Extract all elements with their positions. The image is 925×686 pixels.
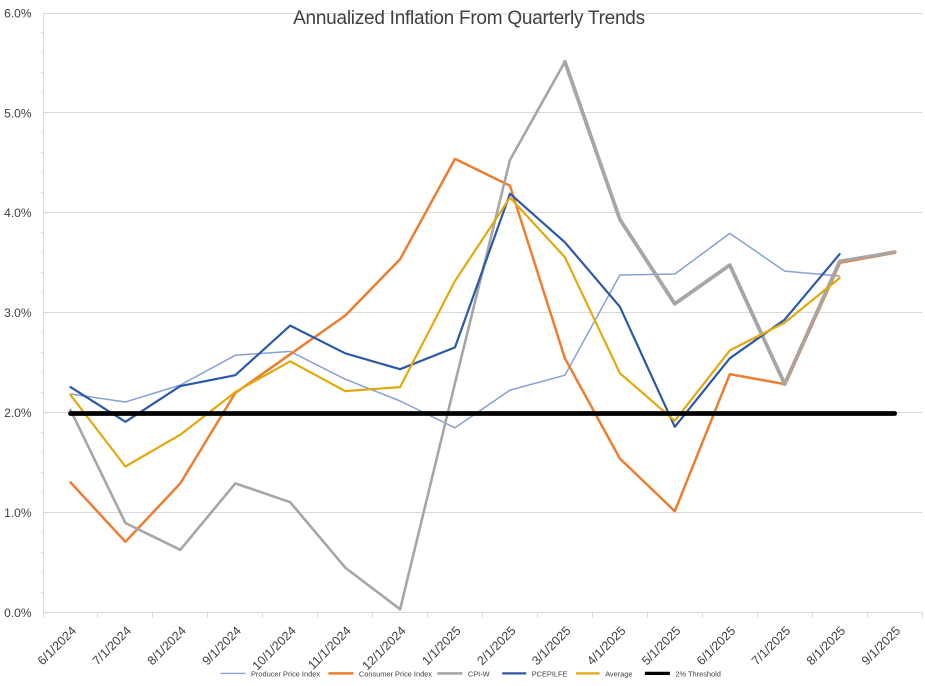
svg-text:PCEPILFE: PCEPILFE bbox=[532, 669, 568, 678]
svg-text:Average: Average bbox=[605, 669, 632, 678]
svg-text:2% Threshold: 2% Threshold bbox=[675, 669, 720, 678]
svg-text:3.0%: 3.0% bbox=[4, 306, 32, 320]
svg-text:Consumer Price Index: Consumer Price Index bbox=[359, 669, 432, 678]
svg-text:2.0%: 2.0% bbox=[4, 406, 32, 420]
svg-text:0.0%: 0.0% bbox=[4, 606, 32, 620]
svg-text:Annualized Inflation From Quar: Annualized Inflation From Quarterly Tren… bbox=[293, 8, 645, 29]
svg-text:4.0%: 4.0% bbox=[4, 206, 32, 220]
svg-text:1.0%: 1.0% bbox=[4, 506, 32, 520]
svg-text:Producer Price Index: Producer Price Index bbox=[251, 669, 320, 678]
svg-text:CPI-W: CPI-W bbox=[468, 669, 490, 678]
svg-text:5.0%: 5.0% bbox=[4, 106, 32, 120]
svg-text:6.0%: 6.0% bbox=[4, 6, 32, 20]
